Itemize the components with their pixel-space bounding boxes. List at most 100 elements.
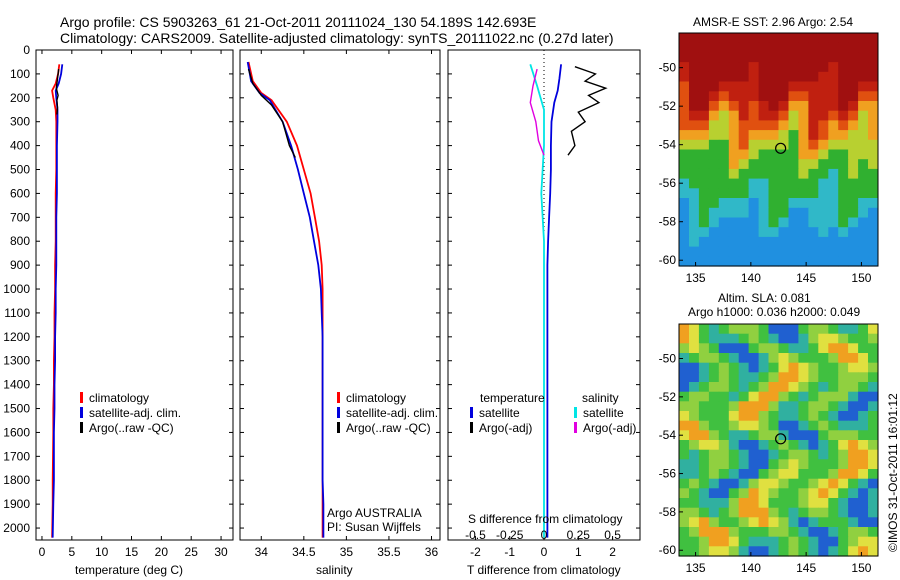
- argo-australia-note: Argo AUSTRALIA: [327, 506, 422, 520]
- diff-line-temp-argo: [567, 66, 608, 156]
- x-tick-label-T: 0: [541, 545, 548, 559]
- map-y-tick-label: -54: [659, 138, 677, 152]
- map-y-tick-label: -52: [659, 99, 677, 113]
- title-line2: Climatology: CARS2009. Satellite-adjuste…: [60, 30, 614, 46]
- x-tick-label-T: 2: [609, 545, 616, 559]
- y-tick-label: 2000: [3, 521, 30, 535]
- y-tick-label: 1300: [3, 354, 30, 368]
- diff-xlabel: T difference from climatology: [467, 563, 621, 577]
- map-y-tick-label: -54: [659, 428, 677, 442]
- sla-map-field: [679, 324, 879, 557]
- x-tick-label: 25: [185, 545, 199, 559]
- y-tick-label: 1200: [3, 330, 30, 344]
- x-tick-label: 35: [340, 545, 354, 559]
- x-tick-label: 10: [95, 545, 109, 559]
- diff-legend-temp: temperature satellite Argo(-adj): [470, 391, 545, 436]
- map-y-tick-label: -58: [659, 505, 677, 519]
- x-tick-label: 0: [39, 545, 46, 559]
- y-tick-label: 1100: [4, 306, 30, 320]
- sal-line-argo: [247, 68, 296, 158]
- legend-item-argo: Argo(-adj): [470, 421, 545, 436]
- map-x-tick-label: 135: [686, 271, 706, 285]
- map-x-tick-label: 145: [796, 271, 816, 285]
- legend-item-satellite: satellite-adj. clim.: [80, 406, 181, 421]
- x-tick-label-S: 0.25: [567, 528, 591, 542]
- map-x-tick-label: 140: [741, 271, 761, 285]
- y-tick-label: 300: [10, 115, 30, 129]
- map-x-tick-label: 150: [851, 271, 871, 285]
- map-y-tick-label: -60: [659, 253, 677, 267]
- legend-item-climatology: climatology: [80, 391, 181, 406]
- y-tick-label: 100: [10, 67, 30, 81]
- x-tick-label-T: -2: [470, 545, 481, 559]
- y-tick-label: 500: [10, 163, 30, 177]
- map-y-tick-label: -50: [659, 61, 677, 75]
- x-tick-label: 5: [68, 545, 75, 559]
- map-y-tick-label: -52: [659, 390, 677, 404]
- map-y-tick-label: -56: [659, 467, 677, 481]
- sst-map-field: [679, 33, 879, 267]
- map-x-tick-label: 135: [686, 561, 706, 575]
- imos-timestamp: ©IMOS 31-Oct-2011 16:01:12: [886, 393, 900, 552]
- y-tick-label: 1900: [3, 497, 30, 511]
- temp-xlabel: temperature (deg C): [75, 563, 184, 577]
- x-tick-label-S: 0: [541, 528, 548, 542]
- x-tick-label: 20: [155, 545, 169, 559]
- y-tick-label: 800: [10, 234, 30, 248]
- legend-item-satellite: satellite: [574, 406, 636, 421]
- diff-legend-sal: salinity satellite Argo(-adj): [574, 391, 636, 436]
- y-tick-label: 1800: [3, 473, 30, 487]
- legend-item-argo: Argo(-adj): [574, 421, 636, 436]
- y-tick-label: 1500: [3, 402, 30, 416]
- legend-header-temperature: temperature: [480, 391, 545, 405]
- x-tick-label-S: -0.5: [465, 528, 486, 542]
- x-tick-label-T: 1: [575, 545, 582, 559]
- x-tick-label: 34.5: [292, 545, 316, 559]
- argo-position-marker: [775, 433, 787, 445]
- legend-header-salinity: salinity: [582, 391, 619, 405]
- diff-top-label: S difference from climatology: [468, 512, 623, 526]
- sal-xlabel: salinity: [316, 563, 353, 577]
- y-tick-label: 1600: [3, 425, 30, 439]
- sla-map-title2: Argo h1000: 0.036 h2000: 0.049: [688, 305, 861, 319]
- temp-legend: climatology satellite-adj. clim. Argo(..…: [80, 391, 181, 436]
- map-x-tick-label: 145: [796, 561, 816, 575]
- y-tick-label: 600: [10, 186, 30, 200]
- y-tick-label: 900: [10, 258, 30, 272]
- legend-item-climatology: climatology: [337, 391, 438, 406]
- sst-map-title: AMSR-E SST: 2.96 Argo: 2.54: [693, 15, 854, 29]
- y-tick-label: 1000: [3, 282, 30, 296]
- x-tick-label-S: 0.5: [604, 528, 621, 542]
- sal-line-satellite: [246, 61, 325, 538]
- temp-line-argo: [55, 69, 60, 115]
- y-tick-label: 700: [10, 210, 30, 224]
- legend-item-satellite: satellite: [470, 406, 545, 421]
- x-tick-label: 35.5: [377, 545, 401, 559]
- x-tick-label: 15: [125, 545, 139, 559]
- sla-map-frame: [678, 323, 879, 557]
- map-y-tick-label: -56: [659, 176, 677, 190]
- map-y-tick-label: -60: [659, 543, 677, 557]
- sal-legend: climatology satellite-adj. clim. Argo(..…: [337, 391, 438, 436]
- y-tick-label: 1700: [3, 449, 30, 463]
- sla-map-title1: Altim. SLA: 0.081: [718, 291, 811, 305]
- pi-note: PI: Susan Wijffels: [327, 520, 421, 534]
- y-tick-label: 1400: [3, 378, 30, 392]
- x-tick-label: 34: [255, 545, 269, 559]
- sst-map-frame: [678, 32, 879, 267]
- x-tick-label-S: -0.25: [496, 528, 524, 542]
- legend-item-satellite: satellite-adj. clim.: [337, 406, 438, 421]
- plot-frame-1: [239, 49, 441, 541]
- diff-line-sal-argo: [529, 68, 545, 156]
- legend-item-argo: Argo(..raw -QC): [337, 421, 438, 436]
- y-tick-label: 200: [10, 91, 30, 105]
- legend-item-argo: Argo(..raw -QC): [80, 421, 181, 436]
- y-tick-label: 0: [23, 43, 30, 57]
- x-tick-label: 36: [425, 545, 439, 559]
- map-y-tick-label: -50: [659, 352, 677, 366]
- x-tick-label-T: -1: [504, 545, 515, 559]
- diff-line-sal-satellite: [529, 64, 545, 538]
- diff-line-temp-satellite: [546, 64, 562, 538]
- x-tick-label: 30: [214, 545, 228, 559]
